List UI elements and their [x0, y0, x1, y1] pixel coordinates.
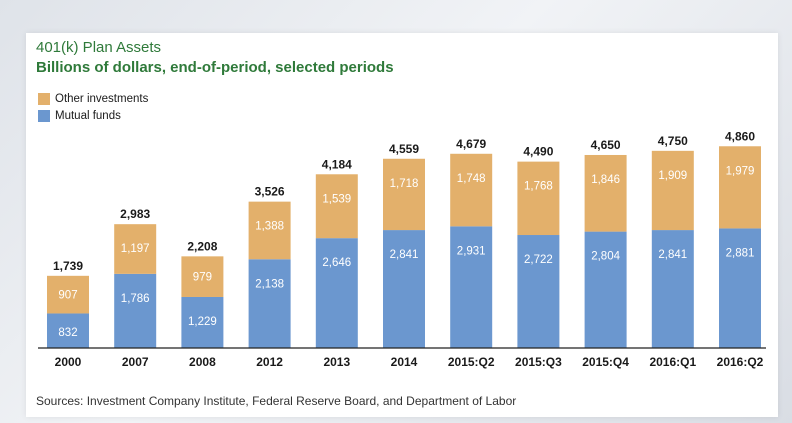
total-label: 2,208 — [187, 239, 217, 253]
total-label: 4,559 — [389, 142, 419, 156]
data-label-mutual-funds: 2,841 — [658, 249, 687, 261]
data-label-mutual-funds: 1,786 — [121, 293, 150, 305]
source-note: Sources: Investment Company Institute, F… — [36, 394, 517, 408]
bar-mutual-funds — [719, 228, 761, 348]
bar-other-investments — [181, 256, 224, 297]
bar-other-investments — [248, 201, 291, 260]
data-label-mutual-funds: 2,881 — [726, 247, 755, 259]
legend-swatch-other-investments — [38, 92, 50, 105]
x-tick-label: 2007 — [122, 355, 149, 369]
data-label-mutual-funds: 832 — [58, 327, 77, 339]
bar-mutual-funds — [383, 230, 425, 348]
bar-other-investments — [584, 154, 627, 232]
x-tick-label: 2015:Q4 — [582, 355, 629, 369]
bar-mutual-funds — [651, 230, 694, 348]
bar-mutual-funds — [517, 235, 560, 348]
bar-mutual-funds — [181, 296, 224, 348]
legend-label-mutual-funds: Mutual funds — [55, 109, 121, 122]
x-tick-label: 2008 — [189, 355, 216, 369]
data-label-mutual-funds: 2,138 — [255, 278, 284, 290]
legend-item-mutual-funds: Mutual funds — [38, 107, 148, 124]
x-tick-label: 2016:Q2 — [717, 355, 764, 369]
bar-mutual-funds — [47, 313, 89, 348]
total-label: 3,526 — [255, 185, 285, 199]
x-tick-label: 2013 — [323, 355, 350, 369]
total-label: 4,184 — [322, 157, 352, 171]
legend-swatch-mutual-funds — [38, 109, 50, 122]
data-label-other-investments: 907 — [58, 290, 77, 302]
bar-other-investments — [450, 153, 493, 227]
bar-other-investments — [651, 150, 694, 231]
total-label: 4,750 — [658, 134, 688, 148]
x-tick-label: 2015:Q3 — [515, 355, 562, 369]
data-label-other-investments: 1,979 — [726, 165, 755, 177]
x-tick-label: 2000 — [55, 355, 82, 369]
bar-other-investments — [719, 146, 761, 229]
chart-title: 401(k) Plan Assets — [36, 39, 162, 56]
data-label-other-investments: 1,539 — [322, 193, 351, 205]
x-tick-label: 2016:Q1 — [649, 355, 696, 369]
data-label-other-investments: 1,909 — [658, 170, 687, 182]
total-label: 4,490 — [523, 145, 553, 159]
total-label: 4,679 — [456, 137, 486, 151]
total-label: 1,739 — [53, 259, 83, 273]
bar-other-investments — [315, 174, 358, 239]
bar-mutual-funds — [114, 273, 157, 348]
data-label-mutual-funds: 1,229 — [188, 316, 217, 328]
bar-mutual-funds — [315, 238, 358, 348]
bar-chart: 832 907 1,739 2000 1,786 1,197 2,983 2007 1,229 9… — [38, 129, 766, 369]
data-label-other-investments: 1,768 — [524, 181, 553, 193]
bar-other-investments — [47, 275, 89, 314]
legend: Other investments Mutual funds — [38, 90, 148, 124]
data-label-mutual-funds: 2,722 — [524, 254, 553, 266]
total-label: 4,650 — [591, 138, 621, 152]
bar-other-investments — [517, 161, 560, 236]
legend-label-other-investments: Other investments — [55, 92, 149, 105]
data-label-other-investments: 1,388 — [255, 221, 284, 233]
data-label-other-investments: 979 — [193, 272, 212, 284]
data-label-other-investments: 1,197 — [121, 243, 150, 255]
data-label-mutual-funds: 2,841 — [390, 249, 419, 261]
legend-item-other-investments: Other investments — [38, 90, 148, 107]
chart-subtitle: Billions of dollars, end-of-period, sele… — [36, 59, 394, 76]
x-tick-label: 2015:Q2 — [448, 355, 495, 369]
total-label: 4,860 — [725, 129, 755, 143]
x-tick-label: 2014 — [391, 355, 418, 369]
bar-mutual-funds — [248, 259, 291, 348]
x-tick-label: 2012 — [256, 355, 283, 369]
bar-mutual-funds — [450, 226, 493, 348]
total-label: 2,983 — [120, 207, 150, 221]
bar-other-investments — [114, 224, 157, 274]
bar-other-investments — [383, 158, 425, 231]
data-label-other-investments: 1,718 — [390, 178, 419, 190]
chart-panel: 401(k) Plan Assets Billions of dollars, … — [26, 33, 778, 417]
data-label-mutual-funds: 2,646 — [322, 257, 351, 269]
data-label-other-investments: 1,846 — [591, 174, 620, 186]
bar-mutual-funds — [584, 231, 627, 348]
data-label-mutual-funds: 2,931 — [457, 245, 486, 257]
data-label-mutual-funds: 2,804 — [591, 251, 620, 263]
data-label-other-investments: 1,748 — [457, 173, 486, 185]
